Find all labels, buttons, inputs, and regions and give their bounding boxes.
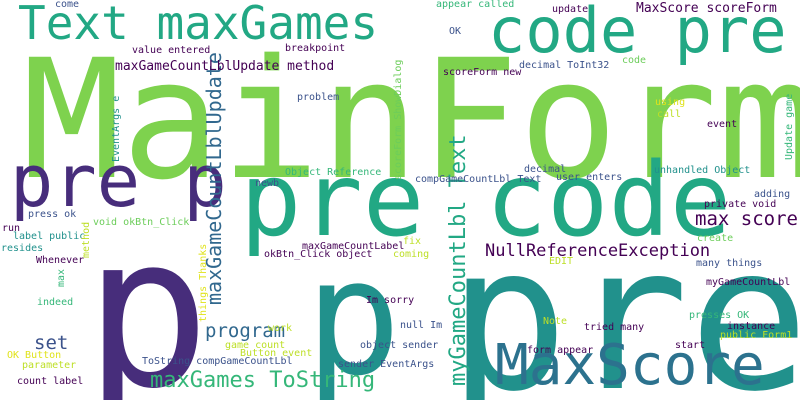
cloud-word-decimal-toint32: decimal ToInt32 xyxy=(519,60,610,71)
cloud-word-nullreferenceexception: NullReferenceException xyxy=(485,241,711,261)
cloud-word-private-void: private void xyxy=(704,199,777,210)
cloud-word-code-pre: code pre xyxy=(488,0,787,67)
cloud-word-text-maxgames: Text maxGames xyxy=(18,0,379,50)
cloud-word-using: using xyxy=(655,97,686,108)
cloud-word-maxscore-scoreform: MaxScore scoreForm xyxy=(636,1,777,16)
cloud-word-button-event: Button event xyxy=(240,348,313,359)
cloud-word-breakpoint: breakpoint xyxy=(285,43,346,54)
cloud-word-ok: OK xyxy=(449,26,462,37)
cloud-word-event: event xyxy=(707,119,738,130)
cloud-word-user-enters: user enters xyxy=(556,172,623,183)
cloud-word-fix: fix xyxy=(403,236,422,247)
cloud-word-problem: problem xyxy=(297,92,340,103)
cloud-word-things-thanks: things Thanks xyxy=(198,243,209,322)
cloud-word-game-count: game count xyxy=(225,340,286,351)
cloud-word-maxscore: MaxScore xyxy=(495,333,765,398)
cloud-word-code: code xyxy=(622,55,647,66)
cloud-word-coming: coming xyxy=(393,249,430,260)
cloud-word-object-sender: object sender xyxy=(360,340,439,351)
cloud-word-maxgamecountlabel: maxGameCountLabel xyxy=(302,241,405,252)
cloud-word-press-ok: press ok xyxy=(28,209,77,220)
cloud-word-set: set xyxy=(34,332,69,354)
cloud-word-decimal: decimal xyxy=(524,164,567,175)
cloud-word-scoreform-new: scoreForm new xyxy=(443,67,522,78)
cloud-word-maxgames-tostring: maxGames ToString xyxy=(150,368,376,393)
cloud-word-label-public: label public xyxy=(13,231,86,242)
cloud-word-max: max xyxy=(56,268,67,287)
cloud-word-whenever: Whenever xyxy=(36,255,85,266)
cloud-word-pre-code: pre code xyxy=(240,141,732,260)
cloud-word-update-game: Update game xyxy=(784,93,795,160)
cloud-word-indeed: indeed xyxy=(37,297,74,308)
cloud-word-method: method xyxy=(81,221,92,258)
cloud-word-program: program xyxy=(205,320,286,342)
cloud-word-instance: instance xyxy=(727,321,776,332)
cloud-word-run: run xyxy=(2,223,21,234)
cloud-word-compgamecountlbl-text: compGameCountLbl Text xyxy=(415,174,542,185)
cloud-word-void-okbtn-click: void okBtn_Click xyxy=(93,217,190,228)
cloud-word-eventargs-e: EventArgs e xyxy=(111,95,122,162)
cloud-word-sender-eventargs: sender EventArgs xyxy=(338,359,435,370)
cloud-word-edit: EDIT xyxy=(549,256,574,267)
cloud-word-parameter: parameter xyxy=(22,360,77,371)
cloud-word-p: p xyxy=(84,190,211,400)
cloud-word-adding: adding xyxy=(754,189,791,200)
cloud-word-tried-many: tried many xyxy=(584,322,645,333)
cloud-word-value-entered: value entered xyxy=(132,45,211,56)
cloud-word-maxgamecountlblupdate-method: maxGameCountLblUpdate method xyxy=(115,59,335,74)
cloud-word-scoreform-showdialog: scoreForm ShowDialog xyxy=(393,59,404,180)
cloud-word-form-appear: form appear xyxy=(527,345,594,356)
cloud-word-mygamecountlbl-text: myGameCountLbl Text xyxy=(446,134,471,386)
cloud-word-unhandled-object: unhandled Object xyxy=(654,165,751,176)
cloud-word-im-sorry: Im sorry xyxy=(366,295,415,306)
cloud-word-newb: newb xyxy=(255,178,280,189)
cloud-word-tostring-compgamecountlbl: ToString compGameCountLbl xyxy=(142,356,293,367)
cloud-word-max-score: max score xyxy=(695,208,798,230)
cloud-word-okbtn-click-object: okBtn_Click object xyxy=(264,249,373,260)
cloud-word-null-im: null Im xyxy=(400,320,443,331)
cloud-word-presses-ok: presses OK xyxy=(689,310,750,321)
cloud-word-pre: pre xyxy=(448,203,800,400)
cloud-word-public-form1: public Form1 xyxy=(720,330,793,341)
cloud-word-create: create xyxy=(697,233,734,244)
cloud-word-note: Note xyxy=(543,316,568,327)
cloud-word-ok-button: OK Button xyxy=(7,350,62,361)
cloud-word-mainform: MainForm xyxy=(22,24,800,216)
cloud-word-start: start xyxy=(675,340,706,351)
cloud-word-work: work xyxy=(268,323,293,334)
cloud-word-mygamecountlbl: myGameCountLbl xyxy=(706,277,791,288)
cloud-word-call: call xyxy=(657,109,682,120)
cloud-word-pre-p: pre p xyxy=(10,139,227,223)
cloud-word-many-things: many things xyxy=(696,258,763,269)
cloud-word-come: come xyxy=(55,0,80,10)
cloud-word-p: p xyxy=(305,224,402,400)
cloud-word-resides: resides xyxy=(1,243,44,254)
cloud-word-count-label: count label xyxy=(17,376,84,387)
cloud-word-appear-called: appear called xyxy=(436,0,515,10)
cloud-word-update: update xyxy=(552,4,589,15)
cloud-word-object-reference: Object Reference xyxy=(285,167,382,178)
